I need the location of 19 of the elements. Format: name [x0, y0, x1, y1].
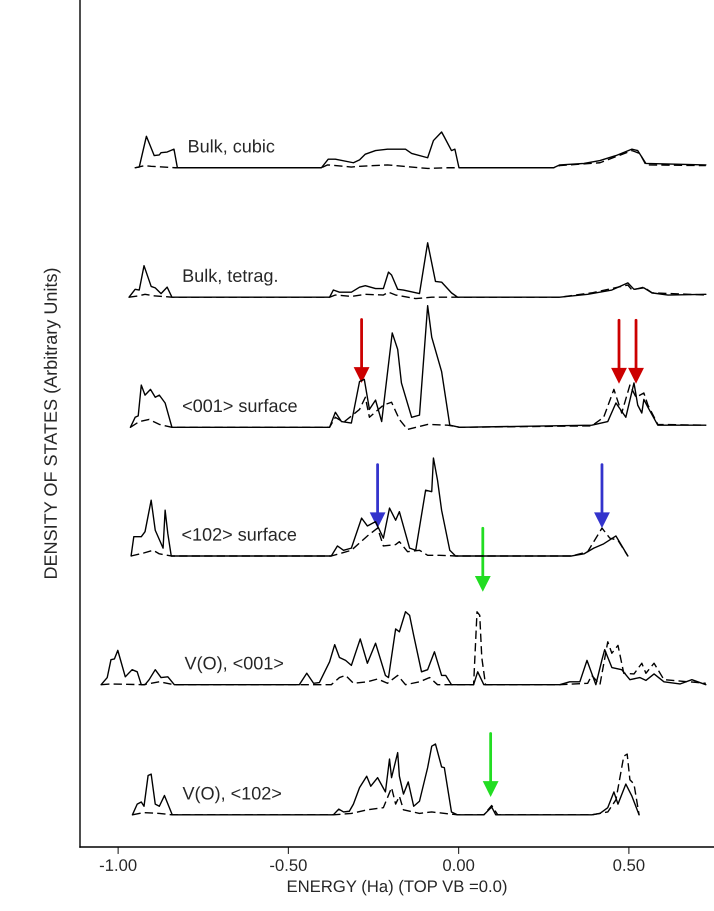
point — [594, 512, 610, 528]
x-tick-label: 0.50 — [613, 859, 644, 872]
x-tick-label: 0.00 — [443, 859, 474, 872]
point — [628, 368, 644, 384]
series-label: Bulk, cubic — [189, 139, 274, 155]
point — [354, 367, 370, 384]
x-tick-label: -0.50 — [270, 859, 307, 872]
point — [370, 512, 386, 528]
point — [474, 576, 491, 592]
series-label: V(O), <001> — [184, 656, 284, 674]
point — [482, 781, 499, 798]
series-label: <001> surface — [183, 398, 297, 412]
x-axis-title: ENERGY (Ha) (TOP VB =0.0) — [288, 880, 506, 896]
x-tick-label: -1.00 — [100, 859, 136, 872]
series-label: Bulk, tetrag. — [184, 268, 277, 286]
point — [611, 368, 627, 384]
series-label: V(O), <102> — [182, 786, 281, 804]
series-label: <102> surface — [182, 528, 296, 541]
y-axis-title: DENSITY OF STATES (Arbitrary Units) — [44, 268, 61, 578]
